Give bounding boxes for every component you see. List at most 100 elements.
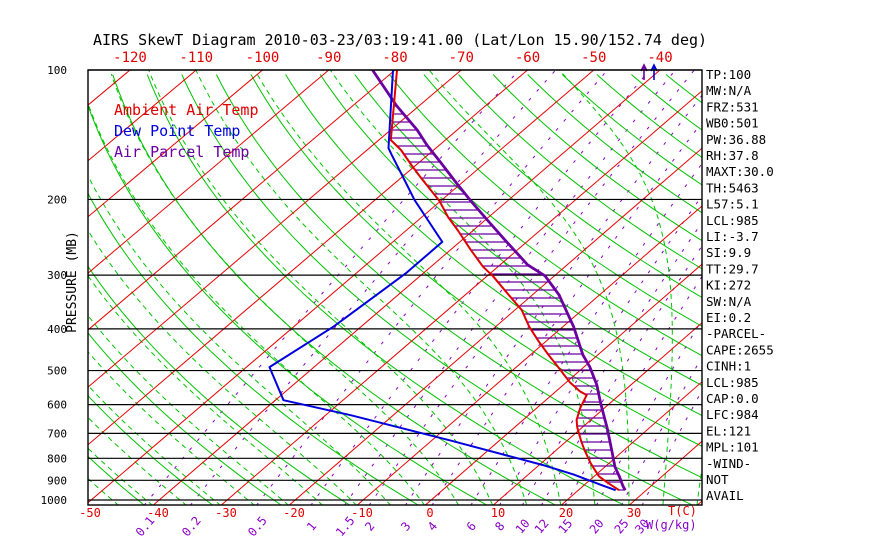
moist-adiabat-line [88, 102, 426, 505]
panel-item: CINH:1 [706, 359, 751, 374]
panel-item: LFC:984 [706, 407, 759, 422]
isotherm-line [357, 205, 702, 505]
panel-item: AVAIL [706, 488, 744, 503]
panel-item: WB0:501 [706, 116, 759, 131]
page-title: AIRS SkewT Diagram 2010-03-23/03:19:41.0… [93, 31, 707, 49]
panel-item: MPL:101 [706, 440, 759, 455]
pressure-tick: 700 [47, 427, 67, 440]
pressure-tick: 400 [47, 323, 67, 336]
ambient-air-temp-curve [389, 70, 620, 492]
isotherm-line [88, 70, 330, 274]
panel-item: -PARCEL- [706, 326, 766, 341]
pressure-tick: 1000 [41, 494, 68, 507]
dry-adiabat-line [665, 74, 702, 104]
dew-point-temp-curve [268, 70, 617, 492]
mixing-ratio-line [470, 162, 702, 505]
panel-item: TT:29.7 [706, 261, 759, 276]
mixing-ratio-line [564, 275, 702, 505]
legend-item-dewpoint: Dew Point Temp [114, 122, 240, 140]
mixing-ratio-line [143, 70, 520, 505]
isotherm-line [153, 70, 661, 505]
mixing-ratio-tick: 1 [304, 519, 319, 534]
pressure-axis: 100 200 300 400 500 600 700 800 900 1000 [41, 64, 68, 507]
panel-item: LI:-3.7 [706, 229, 759, 244]
top-border-markers [640, 63, 658, 80]
panel-item: FRZ:531 [706, 99, 759, 114]
moist-adiabat-line [329, 70, 596, 505]
isotherm-line [425, 263, 702, 505]
panel-item: MAXT:30.0 [706, 164, 774, 179]
bottom-temp-tick: 10 [491, 506, 505, 520]
top-marker-arrow [640, 63, 648, 80]
mixing-ratio-tick: 0.2 [179, 514, 204, 540]
dry-adiabat-line [492, 74, 702, 242]
plot-border [87, 69, 703, 506]
panel-item: NOT [706, 472, 729, 487]
dry-adiabat-line [423, 74, 702, 299]
moist-adiabat-line [88, 351, 255, 505]
pressure-tick: 800 [47, 452, 67, 465]
bottom-temp-tick: -10 [351, 506, 373, 520]
dry-adiabat-line [215, 74, 702, 479]
legend-item-parcel: Air Parcel Temp [114, 143, 249, 161]
pressure-tick: 200 [47, 193, 67, 206]
moist-adiabat-line [558, 70, 673, 505]
panel-item: EL:121 [706, 423, 751, 438]
moist-adiabat-line [88, 275, 323, 505]
pressure-tick: 900 [47, 474, 67, 487]
moist-adiabat-lines [88, 70, 702, 505]
mixing-ratio-line [310, 70, 651, 505]
cape-hatch-area [390, 105, 626, 491]
dry-adiabat-line [389, 74, 702, 327]
panel-item: TP:100 [706, 67, 751, 82]
mixing-ratio-tick: 0.5 [245, 514, 270, 540]
bottom-temp-tick: -40 [147, 506, 169, 520]
bottom-temp-tick: 30 [627, 506, 641, 520]
top-temp-tick: -110 [179, 50, 213, 66]
top-temp-tick: -60 [515, 50, 540, 66]
panel-item: EI:0.2 [706, 310, 751, 325]
mixing-ratio-line [499, 194, 702, 505]
mixing-ratio-line [540, 245, 702, 505]
isotherm-line [88, 70, 197, 162]
moist-adiabat-line [254, 70, 562, 505]
panel-item: TH:5463 [706, 180, 759, 195]
moist-adiabat-line [88, 447, 153, 505]
legend-item-ambient: Ambient Air Temp [114, 101, 259, 119]
moist-adiabat-line [195, 70, 528, 505]
isotherm-line [88, 70, 528, 446]
mixing-ratio-line [521, 221, 702, 505]
panel-item: LCL:985 [706, 213, 759, 228]
dry-adiabat-line [596, 74, 702, 159]
isotherm-line [493, 322, 702, 505]
panel-item: SI:9.9 [706, 245, 751, 260]
top-temp-tick: -50 [581, 50, 606, 66]
isotherm-lines [88, 70, 702, 505]
moist-adiabat-line [88, 174, 392, 505]
mixing-ratio-tick: 20 [587, 516, 607, 536]
isotherm-line [88, 70, 595, 504]
isotherm-line [88, 70, 396, 331]
temp-unit-label: T(C) [668, 504, 697, 518]
dry-adiabat-line [458, 74, 702, 270]
mixing-ratio-lines [143, 70, 702, 505]
moist-adiabat-line [88, 384, 221, 505]
pressure-tick: 500 [47, 365, 67, 378]
panel-item: -WIND- [706, 456, 751, 471]
pressure-tick: 600 [47, 399, 67, 412]
top-marker-arrow [650, 63, 658, 80]
dry-adiabat-line [285, 74, 702, 417]
panel-item: CAP:0.0 [706, 391, 759, 406]
bottom-temp-tick: -30 [215, 506, 237, 520]
top-temp-tick: -40 [647, 50, 672, 66]
dry-adiabat-line [319, 74, 702, 386]
mixing-ratio-line [256, 70, 609, 505]
dry-adiabat-line [527, 74, 702, 214]
moist-adiabat-line [148, 70, 494, 505]
top-temperature-axis: -120 -110 -100 -90 -80 -70 -60 -50 -40 [113, 50, 673, 66]
pressure-tick: 100 [47, 64, 67, 77]
isotherm-line [221, 90, 702, 505]
